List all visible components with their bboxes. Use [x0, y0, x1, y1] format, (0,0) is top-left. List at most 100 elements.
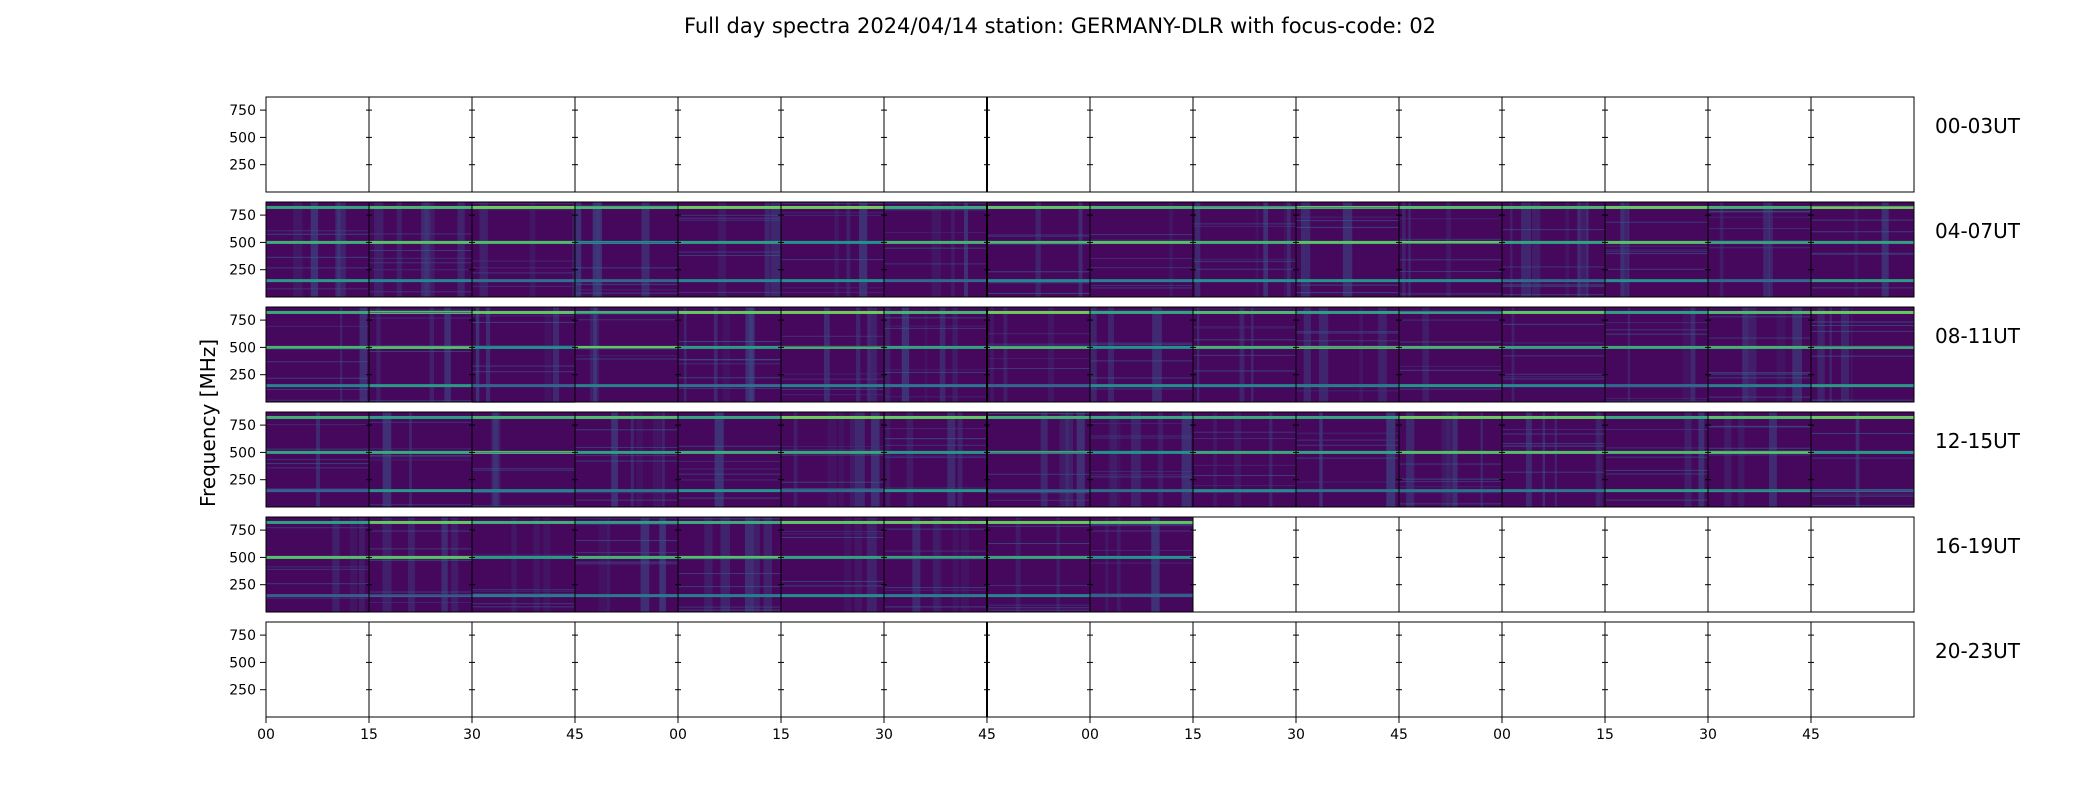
spectrum-band: [369, 240, 472, 244]
spectrum-line: [884, 325, 987, 327]
spectrum-band: [1296, 240, 1399, 244]
spectrum-empty: [1296, 517, 1399, 612]
spectrum-line: [1811, 252, 1914, 254]
spectrum-band: [1605, 450, 1708, 454]
x-axis: 00 15 30 45 00 15 30 45 00 15 30 45 00 15 30 45: [257, 717, 1820, 743]
row-label: 20-23UT: [1935, 639, 2021, 663]
spectrum-panel: [265, 411, 370, 508]
spectra-row: 250 500 750 00-03UT: [229, 96, 2021, 193]
spectrum-line: [1708, 396, 1811, 398]
spectrum-band: [781, 520, 884, 524]
spectrum-line: [987, 609, 1090, 611]
spectrum-band: [1502, 450, 1605, 454]
spectrum-band: [266, 240, 369, 244]
spectrum-line: [678, 606, 781, 608]
spectrum-line: [1605, 251, 1708, 253]
spectrum-texture: [376, 307, 381, 402]
spectrum-line: [472, 365, 575, 367]
spectrum-band: [884, 310, 987, 314]
spectrum-panel: [778, 621, 885, 718]
spectrum-line: [1193, 258, 1296, 260]
spectrum-texture: [1239, 307, 1245, 402]
spectrum-band: [884, 415, 987, 419]
spectrum-band: [1090, 205, 1193, 209]
spectrum-texture: [407, 517, 415, 612]
spectrum-line: [781, 212, 884, 214]
x-tick-label: 15: [1596, 727, 1614, 743]
spectrum-line: [1605, 245, 1708, 247]
spectrum-texture: [854, 517, 862, 612]
spectrum-line: [1296, 390, 1399, 392]
spectrum-texture: [1682, 307, 1690, 402]
spectrum-panel: [778, 96, 885, 193]
spectrum-line: [1296, 439, 1399, 441]
spectrum-line: [1296, 207, 1399, 209]
spectrum-band: [1399, 415, 1502, 419]
spectrum-line: [987, 585, 1090, 587]
spectrum-panel: [675, 621, 782, 718]
spectrum-band: [1605, 415, 1708, 419]
spectrum-panel: [1190, 411, 1297, 508]
spectrum-texture: [1078, 202, 1083, 297]
spectrum-panel: [1499, 201, 1606, 298]
spectrum-line: [575, 517, 678, 519]
spectrum-band: [1296, 489, 1399, 493]
spectrum-line: [884, 587, 987, 589]
spectrum-band: [369, 345, 472, 349]
spectrum-texture: [1511, 307, 1515, 402]
spectrum-line: [678, 291, 781, 293]
spectrum-band: [1605, 310, 1708, 314]
spectrum-panel: [1293, 96, 1400, 193]
spectrum-panel: [1808, 96, 1915, 193]
spectrum-texture: [1690, 307, 1696, 402]
spectrum-line: [781, 346, 884, 348]
spectrum-band: [1708, 345, 1811, 349]
spectrum-line: [1090, 234, 1193, 236]
spectrum-empty: [1296, 622, 1399, 717]
spectrum-band: [575, 489, 678, 493]
spectrum-band: [1399, 489, 1502, 493]
spectrum-band: [266, 520, 369, 524]
spectrum-empty: [1605, 622, 1708, 717]
spectrum-band: [266, 450, 369, 454]
spectrum-line: [1605, 400, 1708, 402]
row-label: 00-03UT: [1935, 114, 2021, 138]
spectrum-band: [575, 594, 678, 598]
spectrum-line: [1399, 365, 1502, 367]
spectrum-background: [1193, 202, 1296, 297]
spectrum-line: [575, 313, 678, 315]
spectrum-line: [678, 341, 781, 343]
spectrum-line: [1399, 310, 1502, 312]
spectrum-texture: [1595, 412, 1600, 507]
spectrum-panel: [984, 621, 1091, 718]
spectrum-band: [884, 384, 987, 388]
x-tick-label: 45: [1390, 727, 1408, 743]
spectrum-line: [575, 446, 678, 448]
spectrum-line: [781, 580, 884, 582]
spectrum-line: [1605, 333, 1708, 335]
spectrum-line: [781, 533, 884, 535]
x-tick-label: 00: [1081, 727, 1099, 743]
spectrum-line: [987, 604, 1090, 606]
spectrum-band: [1090, 384, 1193, 388]
spectrum-band: [369, 279, 472, 283]
spectrum-line: [1193, 339, 1296, 341]
spectrum-line: [678, 586, 781, 588]
spectrum-line: [1811, 355, 1914, 357]
spectrum-line: [369, 317, 472, 319]
spectrum-line: [1708, 454, 1811, 456]
spectrum-band: [1399, 205, 1502, 209]
spectrum-band: [1708, 205, 1811, 209]
spectrum-line: [884, 558, 987, 560]
spectrum-background: [472, 517, 575, 612]
spectrum-line: [1090, 342, 1193, 344]
y-axis-label: Frequency [MHz]: [196, 339, 220, 507]
spectrum-line: [678, 468, 781, 470]
spectrum-line: [1090, 471, 1193, 473]
spectrum-texture: [764, 202, 770, 297]
spectrum-line: [369, 345, 472, 347]
spectrum-texture: [1525, 412, 1532, 507]
spectrum-line: [369, 350, 472, 352]
panel-frame: [1810, 201, 1915, 298]
spectrum-empty: [1193, 622, 1296, 717]
